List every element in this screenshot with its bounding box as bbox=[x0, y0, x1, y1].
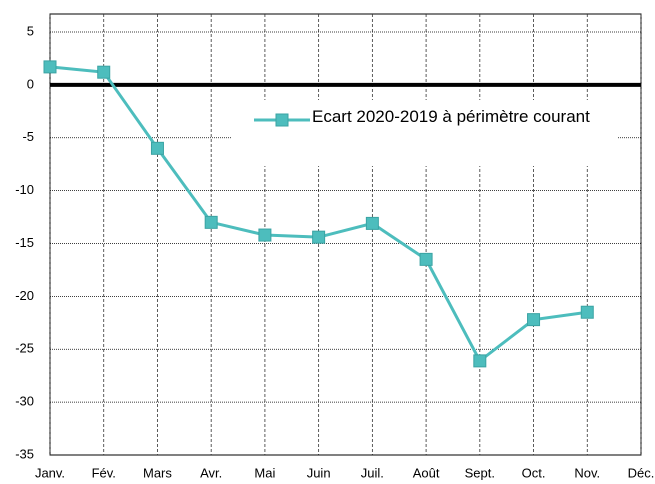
x-tick-label: Nov. bbox=[574, 465, 600, 480]
y-tick-label: -5 bbox=[22, 129, 34, 144]
x-tick-label: Janv. bbox=[35, 465, 65, 480]
x-tick-label: Mai bbox=[254, 465, 275, 480]
point bbox=[419, 252, 433, 266]
legend-label: Ecart 2020-2019 à périmètre courant bbox=[312, 107, 590, 126]
x-tick-label: Déc. bbox=[628, 465, 655, 480]
y-tick-label: -20 bbox=[15, 288, 34, 303]
x-tick-label: Juil. bbox=[361, 465, 384, 480]
y-tick-label: -15 bbox=[15, 235, 34, 250]
point bbox=[527, 313, 541, 327]
x-tick-label: Sept. bbox=[465, 465, 495, 480]
point bbox=[312, 230, 326, 244]
point bbox=[258, 228, 272, 242]
point bbox=[150, 141, 164, 155]
x-tick-label: Août bbox=[413, 465, 440, 480]
point bbox=[204, 215, 218, 229]
x-tick-label: Mars bbox=[143, 465, 172, 480]
x-tick-label: Oct. bbox=[522, 465, 546, 480]
x-tick-label: Fév. bbox=[92, 465, 116, 480]
y-tick-label: -25 bbox=[15, 341, 34, 356]
y-tick-label: -35 bbox=[15, 446, 34, 461]
plot-area bbox=[49, 13, 642, 456]
x-tick-label: Avr. bbox=[200, 465, 222, 480]
point bbox=[580, 305, 594, 319]
y-tick-label: 0 bbox=[27, 76, 34, 91]
point bbox=[365, 216, 379, 230]
y-tick-label: -30 bbox=[15, 394, 34, 409]
point bbox=[97, 65, 111, 79]
point bbox=[473, 354, 487, 368]
legend-box bbox=[232, 100, 617, 166]
legend-marker bbox=[275, 113, 289, 127]
x-tick-label: Juin bbox=[307, 465, 331, 480]
point bbox=[43, 60, 57, 74]
y-tick-label: -10 bbox=[15, 182, 34, 197]
y-tick-label: 5 bbox=[27, 23, 34, 38]
